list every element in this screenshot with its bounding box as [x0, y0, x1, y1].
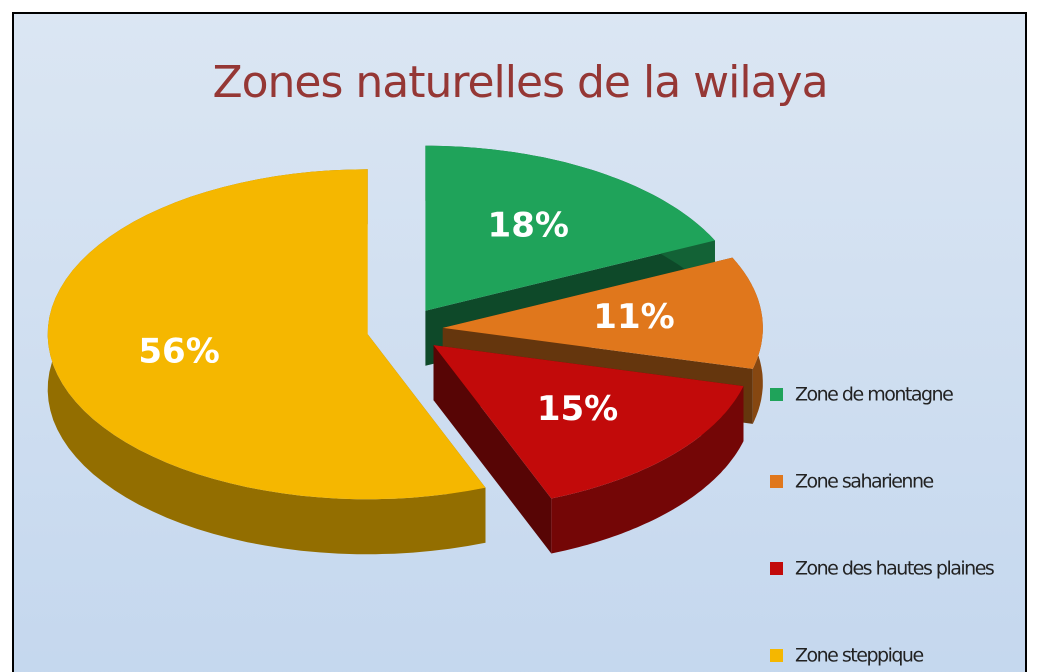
slice-outer-wall — [47, 169, 486, 555]
legend-label: Zone des hautes plaines — [795, 558, 994, 580]
data-label: 15% — [537, 389, 618, 429]
slice — [433, 345, 744, 499]
slice-cut-wall — [433, 345, 552, 554]
data-label: 11% — [593, 297, 674, 337]
data-label: 56% — [138, 331, 219, 371]
legend-label: Zone saharienne — [795, 471, 934, 493]
slice-outer-wall — [551, 386, 744, 554]
legend-label: Zone steppique — [795, 645, 923, 667]
slice — [425, 145, 715, 311]
chart-title: Zones naturelles de la wilaya — [212, 57, 827, 108]
slice — [47, 169, 486, 500]
data-label: 18% — [488, 206, 569, 246]
legend: Zone de montagne Zone saharienne Zone des … — [770, 384, 995, 667]
slice — [442, 257, 763, 369]
legend-swatch — [770, 649, 783, 662]
pie: 18% 11% 15% 56% — [47, 145, 763, 555]
legend-swatch — [770, 475, 783, 488]
legend-swatch — [770, 562, 783, 575]
legend-swatch — [770, 388, 783, 401]
legend-label: Zone de montagne — [795, 384, 953, 406]
